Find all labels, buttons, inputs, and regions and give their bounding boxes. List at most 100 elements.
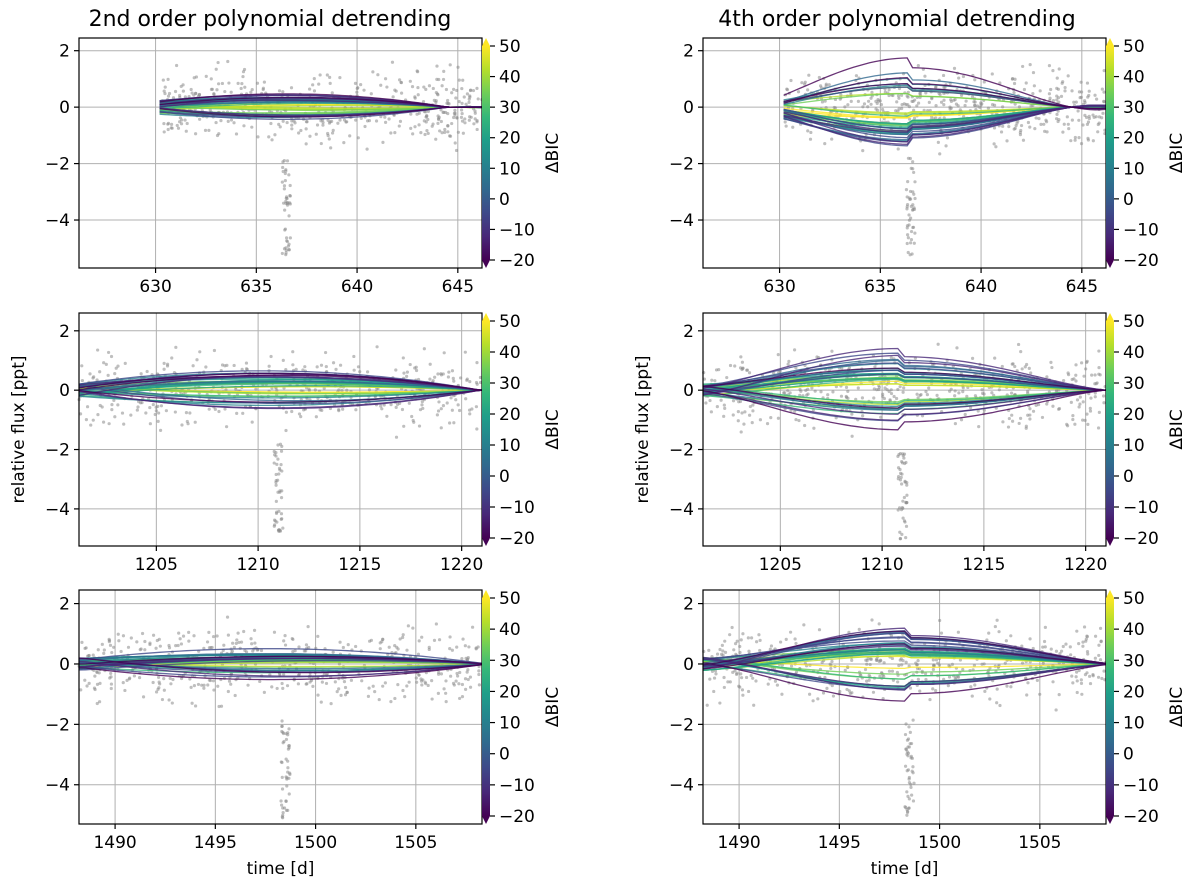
- data-point: [955, 346, 959, 350]
- data-point: [383, 120, 388, 124]
- y-tick-label: −4: [45, 776, 70, 796]
- data-point: [107, 640, 111, 644]
- data-point: [439, 672, 444, 676]
- model-curve: [78, 385, 483, 395]
- data-point: [385, 85, 389, 89]
- colorbar-extend-max: [482, 313, 490, 321]
- data-point: [394, 368, 398, 372]
- data-point: [820, 100, 825, 104]
- data-point: [1017, 421, 1021, 426]
- data-point: [956, 104, 960, 108]
- data-point: [267, 135, 271, 139]
- model-curve: [702, 367, 1107, 391]
- data-point: [952, 98, 956, 102]
- data-point: [802, 623, 806, 627]
- data-point: [304, 142, 308, 146]
- data-point: [308, 680, 312, 684]
- data-point: [324, 681, 329, 686]
- data-point: [291, 363, 295, 367]
- data-point: [1044, 118, 1048, 122]
- data-point: [113, 371, 117, 376]
- data-point: [715, 652, 720, 656]
- data-point: [222, 643, 226, 647]
- data-point: [772, 371, 776, 375]
- data-point: [952, 66, 957, 71]
- data-point: [80, 364, 84, 368]
- data-point: [714, 672, 718, 676]
- data-point: [408, 79, 412, 83]
- data-point: [446, 98, 450, 103]
- data-point: [446, 111, 450, 116]
- data-point: [202, 646, 206, 650]
- data-point: [976, 409, 980, 413]
- x-tick-label: 1500: [918, 833, 961, 853]
- data-point: [1012, 91, 1016, 95]
- data-point: [116, 364, 120, 368]
- data-point: [462, 95, 466, 99]
- data-point: [981, 391, 985, 395]
- data-point: [1083, 100, 1087, 105]
- data-point: [148, 422, 152, 426]
- data-point: [990, 103, 995, 107]
- data-point: [204, 365, 208, 369]
- data-point: [108, 643, 113, 647]
- data-point: [229, 90, 233, 94]
- data-point: [848, 691, 852, 696]
- data-point: [317, 82, 321, 86]
- data-point: [476, 645, 480, 649]
- data-point: [881, 392, 885, 396]
- data-point: [1081, 418, 1085, 422]
- data-point: [154, 409, 158, 413]
- data-point: [213, 407, 217, 411]
- data-point: [1029, 371, 1033, 375]
- data-point: [938, 152, 942, 156]
- data-point: [324, 364, 328, 369]
- data-point: [86, 654, 90, 658]
- data-point: [900, 106, 904, 111]
- data-point: [455, 671, 459, 676]
- data-point: [374, 119, 379, 123]
- data-point: [303, 365, 307, 369]
- data-point: [1003, 661, 1007, 665]
- data-point: [830, 349, 834, 353]
- data-point: [176, 126, 181, 130]
- data-point: [802, 82, 807, 86]
- data-point: [1074, 100, 1078, 104]
- transit-point: [909, 204, 913, 208]
- data-point: [1070, 89, 1074, 93]
- colorbar-gradient: [482, 598, 490, 816]
- data-point: [217, 82, 221, 86]
- data-point: [895, 670, 900, 675]
- data-point: [225, 615, 230, 619]
- colorbar-tick-label: 20: [1123, 129, 1145, 149]
- data-point: [468, 94, 472, 98]
- data-point: [964, 99, 968, 103]
- transit-point: [285, 784, 289, 788]
- data-point: [957, 76, 961, 80]
- data-point: [847, 630, 851, 634]
- data-point: [211, 679, 216, 683]
- data-point: [786, 389, 790, 393]
- data-points: [77, 615, 481, 820]
- data-point: [850, 658, 854, 662]
- data-point: [829, 666, 833, 671]
- transit-point: [287, 744, 291, 748]
- data-point: [904, 660, 908, 664]
- transit-point: [911, 190, 915, 194]
- data-point: [925, 393, 929, 397]
- data-point: [1061, 80, 1065, 84]
- data-point: [270, 685, 274, 689]
- data-point: [259, 648, 264, 653]
- data-point: [106, 373, 110, 377]
- transit-point: [904, 536, 908, 540]
- data-point: [229, 118, 234, 122]
- colorbar-tick-label: 40: [1123, 68, 1145, 88]
- data-point: [420, 403, 424, 407]
- data-point: [154, 646, 158, 650]
- transit-point: [902, 456, 906, 460]
- data-point: [947, 663, 951, 668]
- x-axis-label: time [d]: [871, 859, 939, 879]
- data-point: [307, 645, 311, 650]
- data-point: [1079, 80, 1083, 84]
- data-point: [148, 642, 152, 647]
